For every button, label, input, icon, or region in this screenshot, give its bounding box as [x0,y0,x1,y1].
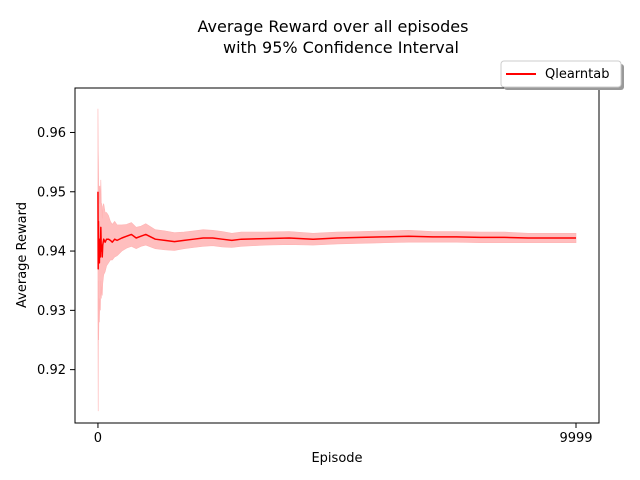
confidence-band-area [97,108,577,412]
chart-title-line2: with 95% Confidence Interval [223,38,459,57]
legend-box [500,60,622,88]
y-tick-label: 0.93 [37,304,66,319]
series-lines [97,191,576,270]
y-tick-label: 0.95 [37,185,66,200]
x-axis-ticks: 0 9999 [94,423,593,446]
y-tick-label: 0.92 [37,363,66,378]
plot-frame [74,87,600,424]
series-line-qlearntab [97,191,576,270]
chart-title-line1: Average Reward over all episodes [198,17,469,36]
y-axis-ticks: 0.92 0.93 0.94 0.95 0.96 [37,126,75,378]
x-tick-label: 9999 [559,431,592,446]
x-axis-label: Episode [311,451,362,466]
confidence-band [97,108,577,412]
x-tick-label: 0 [94,431,102,446]
y-tick-label: 0.96 [37,126,66,141]
y-tick-label: 0.94 [37,245,66,260]
legend-label: Qlearntab [545,67,609,82]
y-axis-label: Average Reward [15,202,30,308]
legend: Qlearntab [500,60,624,90]
